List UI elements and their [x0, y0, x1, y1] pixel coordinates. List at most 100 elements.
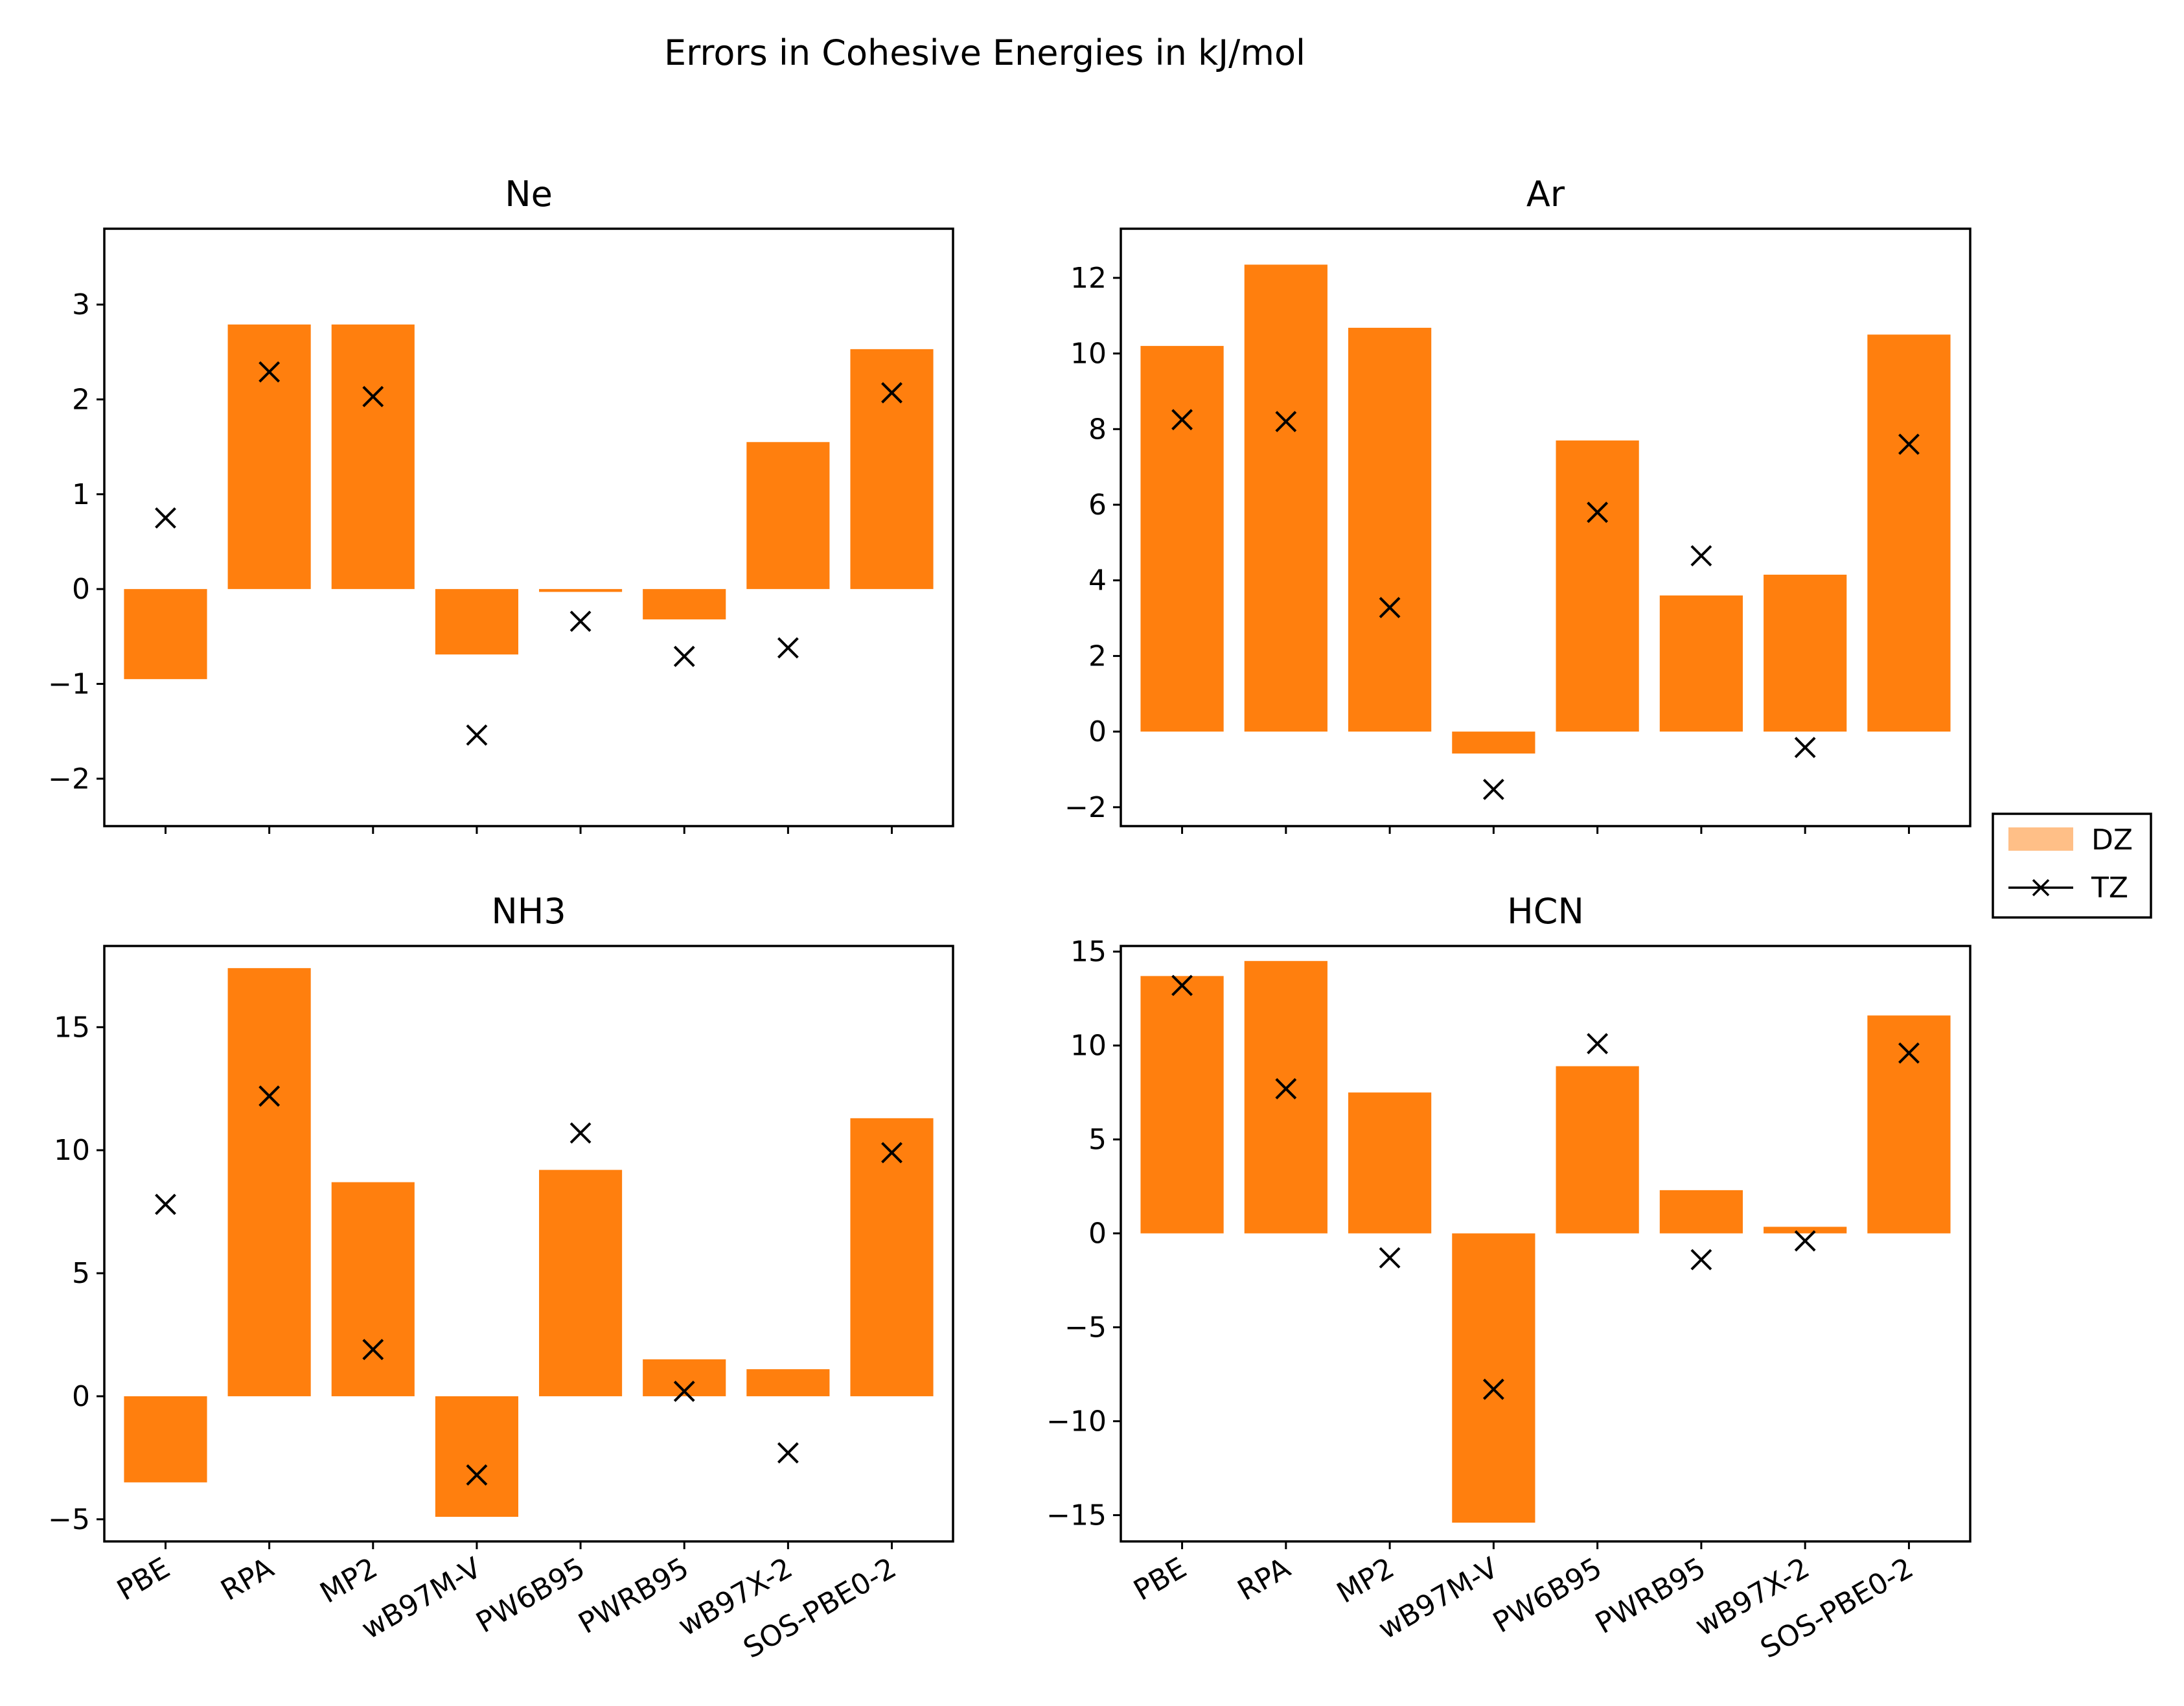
y-tick-label: 12: [1070, 262, 1107, 295]
tz-marker-rpa: [1275, 1078, 1297, 1100]
y-tick-label: −10: [1046, 1405, 1107, 1438]
tz-marker-pw6b95: [569, 610, 592, 632]
axes-frame: [1120, 227, 1971, 827]
tz-marker-wb97m-v: [1482, 1378, 1504, 1400]
y-tick-label: 10: [1070, 338, 1107, 371]
tz-marker-sos-pbe0-2: [1898, 433, 1920, 455]
legend-tz-marker: [2032, 879, 2050, 897]
dz-bar-mp2: [1348, 327, 1432, 732]
y-tick-label: 15: [1070, 936, 1107, 969]
axes-frame: [103, 227, 954, 827]
tz-marker-sos-pbe0-2: [1898, 1042, 1920, 1064]
y-tick-label: 0: [1088, 715, 1107, 748]
tz-marker-wb97x-2: [777, 637, 799, 659]
y-tick-label: −2: [48, 763, 90, 796]
dz-bar-rpa: [227, 968, 311, 1396]
y-tick-label: 0: [1088, 1217, 1107, 1251]
subplot-title: NH3: [491, 891, 566, 932]
dz-bar-pbe: [1140, 345, 1224, 732]
y-tick-label: −15: [1046, 1499, 1107, 1532]
tz-marker-mp2: [1379, 597, 1401, 619]
y-tick-label: 1: [72, 478, 90, 511]
tz-marker-wb97x-2: [1794, 1230, 1816, 1252]
dz-bar-wb97m-v: [435, 1396, 518, 1517]
tz-marker-pwrb95: [1690, 1249, 1712, 1271]
y-tick-label: 0: [72, 1380, 90, 1413]
dz-bar-pwrb95: [643, 589, 726, 619]
tz-marker-pwrb95: [673, 1380, 695, 1402]
y-tick-label: 8: [1088, 413, 1107, 446]
dz-bar-wb97x-2: [746, 442, 830, 590]
y-tick-label: 10: [54, 1134, 90, 1167]
subplot-title: Ar: [1526, 174, 1565, 214]
y-tick-label: 6: [1088, 489, 1107, 522]
tz-marker-wb97x-2: [777, 1442, 799, 1464]
legend-tz-label: TZ: [2091, 871, 2128, 905]
tz-marker-pbe: [1171, 409, 1193, 431]
dz-bar-pw6b95: [539, 589, 623, 592]
dz-bar-wb97m-v: [435, 589, 518, 655]
dz-bar-wb97x-2: [1764, 574, 1847, 732]
y-tick-label: 15: [54, 1011, 90, 1044]
tz-marker-rpa: [1275, 411, 1297, 433]
tz-marker-pwrb95: [1690, 545, 1712, 567]
dz-bar-rpa: [1244, 961, 1328, 1234]
y-tick-label: 0: [72, 573, 90, 606]
tz-marker-pbe: [155, 507, 176, 529]
dz-bar-sos-pbe0-2: [1867, 334, 1951, 732]
dz-bar-wb97m-v: [1452, 732, 1535, 754]
dz-bar-pbe: [124, 1396, 207, 1482]
tz-marker-mp2: [1379, 1247, 1401, 1269]
tz-marker-pw6b95: [569, 1122, 592, 1144]
tz-marker-wb97m-v: [466, 1464, 488, 1486]
dz-bar-pwrb95: [1659, 595, 1743, 732]
dz-bar-sos-pbe0-2: [850, 1118, 934, 1396]
dz-bar-pbe: [1140, 976, 1224, 1234]
legend: DZ TZ: [1992, 813, 2152, 919]
dz-bar-mp2: [331, 1182, 415, 1396]
axes-frame: [1120, 945, 1971, 1543]
dz-bar-mp2: [1348, 1092, 1432, 1234]
dz-bar-sos-pbe0-2: [1867, 1015, 1951, 1234]
subplot-ar: Ar −2 0 2 4 6 8 10 12: [1064, 174, 1971, 834]
dz-bar-wb97x-2: [1764, 1227, 1847, 1234]
subplot-ne: Ne −2 −1 0 1 2 3: [48, 174, 954, 834]
dz-bar-sos-pbe0-2: [850, 349, 934, 590]
figure-title: Errors in Cohesive Energies in kJ/mol: [664, 32, 1305, 73]
tz-marker-mp2: [362, 386, 384, 408]
tz-marker-wb97m-v: [1482, 778, 1504, 800]
dz-bar-pw6b95: [539, 1170, 623, 1396]
subplot-title: HCN: [1507, 891, 1584, 932]
y-tick-label: 10: [1070, 1030, 1107, 1063]
tz-marker-wb97x-2: [1794, 737, 1816, 759]
axes-frame: [103, 945, 954, 1543]
y-tick-label: 4: [1088, 564, 1107, 597]
tz-marker-sos-pbe0-2: [881, 382, 902, 404]
y-tick-label: −2: [1064, 791, 1107, 824]
tz-marker-wb97m-v: [466, 724, 488, 746]
dz-bar-pbe: [124, 589, 207, 680]
tz-marker-mp2: [362, 1339, 384, 1361]
legend-dz-label: DZ: [2091, 824, 2133, 857]
y-tick-label: 3: [72, 288, 90, 321]
tz-marker-sos-pbe0-2: [881, 1142, 902, 1164]
dz-bar-wb97x-2: [746, 1369, 830, 1396]
legend-dz-swatch: [2008, 827, 2073, 851]
dz-bar-mp2: [331, 324, 415, 590]
tz-marker-pbe: [1171, 974, 1193, 997]
dz-bar-pw6b95: [1556, 1066, 1639, 1234]
tz-marker-rpa: [259, 1085, 281, 1107]
tz-marker-pbe: [155, 1193, 176, 1216]
y-tick-label: −5: [1064, 1311, 1107, 1344]
dz-bar-pwrb95: [1659, 1190, 1743, 1234]
dz-bar-rpa: [1244, 264, 1328, 732]
y-tick-label: 2: [72, 383, 90, 416]
y-tick-label: 5: [1088, 1124, 1107, 1157]
dz-bar-rpa: [227, 324, 311, 590]
y-tick-label: −5: [48, 1503, 90, 1536]
tz-marker-pw6b95: [1587, 501, 1609, 524]
dz-bar-wb97m-v: [1452, 1233, 1535, 1523]
tz-marker-rpa: [259, 361, 281, 383]
